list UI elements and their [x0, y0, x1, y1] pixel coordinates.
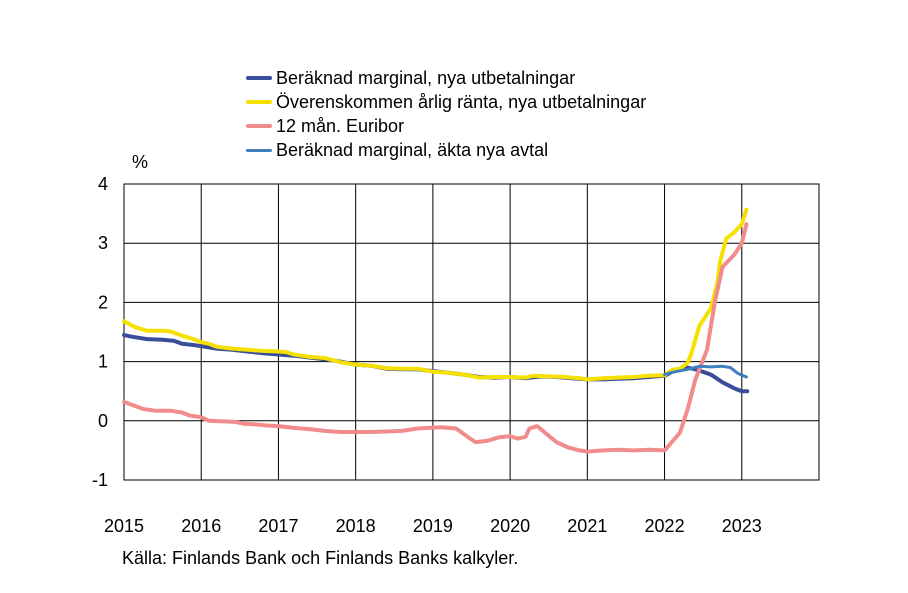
x-tick-label: 2019	[413, 516, 453, 536]
x-tick-label: 2016	[181, 516, 221, 536]
grid-lines	[124, 184, 819, 480]
y-tick-label: -1	[92, 470, 108, 490]
legend-label: 12 mån. Euribor	[276, 116, 405, 136]
x-tick-label: 2017	[258, 516, 298, 536]
y-tick-label: 1	[98, 352, 108, 372]
legend-swatch	[246, 76, 272, 80]
legend-item-genuine-new-contracts-margin: Beräknad marginal, äkta nya avtal	[246, 138, 646, 162]
x-tick-label: 2023	[722, 516, 762, 536]
y-axis-tick-labels: -1 0 1 2 3 4	[92, 174, 108, 490]
plot-area	[123, 183, 820, 481]
legend-label: Överenskommen årlig ränta, nya utbetalni…	[276, 92, 647, 112]
series-line-0	[122, 333, 750, 394]
x-tick-label: 2021	[567, 516, 607, 536]
source-note: Källa: Finlands Bank och Finlands Banks …	[122, 548, 519, 568]
x-tick-label: 2022	[645, 516, 685, 536]
legend-item-agreed-annual-rate: Överenskommen årlig ränta, nya utbetalni…	[246, 90, 646, 114]
series-lines	[122, 207, 750, 454]
legend-label: Beräknad marginal, nya utbetalningar	[276, 68, 576, 88]
series-line-1	[122, 207, 749, 382]
x-tick-label: 2020	[490, 516, 530, 536]
legend-swatch	[246, 124, 272, 128]
legend-label: Beräknad marginal, äkta nya avtal	[276, 140, 549, 160]
series-line-2	[122, 222, 749, 454]
y-axis-unit-label: %	[132, 152, 149, 172]
y-tick-label: 3	[98, 233, 108, 253]
legend-item-new-disbursement-margin: Beräknad marginal, nya utbetalningar	[246, 66, 646, 90]
x-axis-tick-labels: 2015 2016 2017 2018 2019 2020 2021 2022 2023	[104, 516, 762, 536]
series-line-3	[663, 364, 748, 379]
x-tick-label: 2018	[336, 516, 376, 536]
y-tick-label: 4	[98, 174, 108, 194]
legend-swatch	[246, 100, 272, 104]
legend: Beräknad marginal, nya utbetalningar Öve…	[246, 66, 646, 162]
legend-swatch	[246, 148, 272, 152]
y-tick-label: 2	[98, 292, 108, 312]
x-tick-label: 2015	[104, 516, 144, 536]
y-tick-label: 0	[98, 411, 108, 431]
legend-item-euribor-12m: 12 mån. Euribor	[246, 114, 646, 138]
